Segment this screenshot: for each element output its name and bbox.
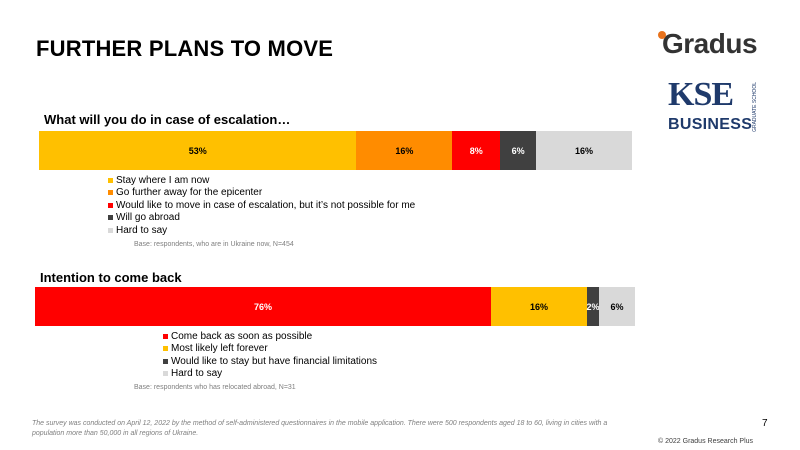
chart1-legend-label-4: Will go abroad xyxy=(116,212,180,224)
chart1-base-note: Base: respondents, who are in Ukraine no… xyxy=(134,241,294,248)
chart1-legend-item-3: Would like to move in case of escalation… xyxy=(108,199,415,212)
chart1-segment-4: 6% xyxy=(500,131,537,170)
chart2-legend-item-3: Would like to stay but have financial li… xyxy=(163,355,377,368)
survey-footnote: The survey was conducted on April 12, 20… xyxy=(32,420,608,437)
chart1-data-label-3: 8% xyxy=(469,145,483,156)
chart2-data-label-4: 6% xyxy=(610,301,624,312)
chart1-legend-label-2: Go further away for the epicenter xyxy=(116,187,263,199)
chart2-legend-label-4: Hard to say xyxy=(171,368,223,380)
chart1-segment-5: 16% xyxy=(536,131,632,170)
chart2-segment-2: 16% xyxy=(491,287,587,326)
chart1-legend-swatch-3 xyxy=(108,202,113,208)
gradus-logo-dot-icon xyxy=(658,31,666,39)
chart2-data-label-2: 16% xyxy=(529,301,548,312)
chart1-data-label-4: 6% xyxy=(511,145,525,156)
chart1-title: What will you do in case of escalation… xyxy=(44,112,291,127)
chart1-segment-2: 16% xyxy=(356,131,453,170)
chart2-bar: 76% 16% 2% 6% xyxy=(35,287,635,326)
chart1-legend-swatch-5 xyxy=(108,227,113,233)
chart2-legend-item-1: Come back as soon as possible xyxy=(163,330,377,343)
chart1-legend-swatch-1 xyxy=(108,177,113,183)
chart1-segment-3: 8% xyxy=(452,131,501,170)
chart1-legend-item-5: Hard to say xyxy=(108,224,415,237)
chart2-legend-label-1: Come back as soon as possible xyxy=(171,330,313,342)
chart2-legend-swatch-1 xyxy=(163,333,168,339)
chart1-legend: Stay where I am now Go further away for t… xyxy=(108,174,415,237)
chart2-legend-swatch-3 xyxy=(163,358,168,364)
kse-business-logo: KSE GRADUATE SCHOOL BUSINESS xyxy=(668,78,768,134)
chart1-legend-swatch-2 xyxy=(108,190,113,196)
chart2-legend-item-4: Hard to say xyxy=(163,368,377,381)
chart1-legend-label-1: Stay where I am now xyxy=(116,174,210,186)
kse-logo-subtitle: GRADUATE SCHOOL xyxy=(752,82,758,132)
chart1-legend-item-1: Stay where I am now xyxy=(108,174,415,187)
page-title: FURTHER PLANS TO MOVE xyxy=(36,36,334,61)
chart2-legend-label-3: Would like to stay but have financial li… xyxy=(171,355,378,367)
chart1-legend-item-2: Go further away for the epicenter xyxy=(108,187,415,200)
chart1-legend-item-4: Will go abroad xyxy=(108,212,415,225)
gradus-logo: Gradus xyxy=(658,28,758,60)
chart2-title: Intention to come back xyxy=(40,270,182,285)
chart2-legend: Come back as soon as possible Most likely… xyxy=(163,330,377,380)
chart2-legend-swatch-4 xyxy=(163,371,168,377)
chart2-segment-3: 2% xyxy=(586,287,600,326)
chart2-data-label-1: 76% xyxy=(253,301,272,312)
page-number: 7 xyxy=(762,418,768,429)
chart1-data-label-5: 16% xyxy=(575,145,594,156)
chart2-legend-item-2: Most likely left forever xyxy=(163,343,377,356)
gradus-logo-text: Gradus xyxy=(662,28,758,59)
copyright: © 2022 Gradus Research Plus xyxy=(658,438,754,445)
chart2-segment-1: 76% xyxy=(35,287,491,326)
chart1-legend-label-3: Would like to move in case of escalation… xyxy=(116,199,416,211)
chart1-data-label-2: 16% xyxy=(395,145,414,156)
chart2-segment-4: 6% xyxy=(599,287,635,326)
chart2-base-note: Base: respondents who has relocated abro… xyxy=(134,384,296,391)
kse-logo-business: BUSINESS xyxy=(668,116,753,133)
chart1-data-label-1: 53% xyxy=(188,145,207,156)
chart2-legend-label-2: Most likely left forever xyxy=(171,343,268,355)
chart2-data-label-3: 2% xyxy=(586,301,600,312)
kse-logo-text: KSE xyxy=(668,76,734,113)
chart1-segment-1: 53% xyxy=(39,131,357,170)
chart1-bar: 53% 16% 8% 6% 16% xyxy=(39,131,632,170)
chart1-legend-label-5: Hard to say xyxy=(116,224,168,236)
chart1-legend-swatch-4 xyxy=(108,215,113,221)
chart2-legend-swatch-2 xyxy=(163,346,168,352)
